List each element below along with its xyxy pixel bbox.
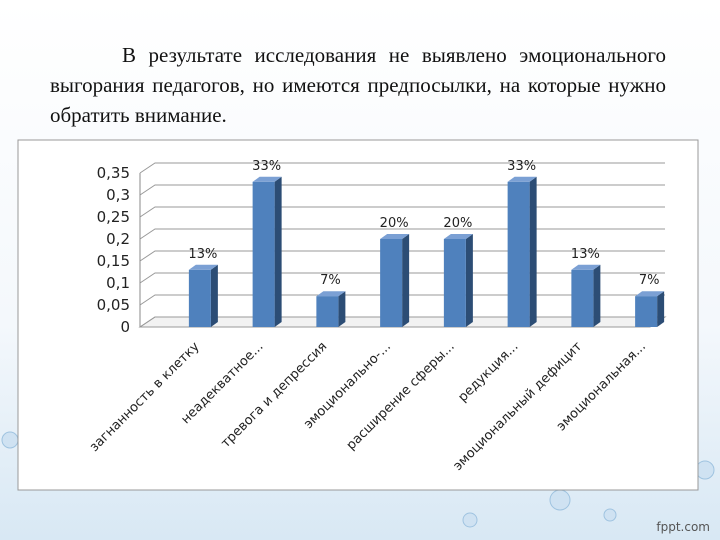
- bar: [316, 291, 346, 327]
- grid-line: [139, 294, 665, 306]
- bar-side: [465, 234, 473, 327]
- y-tick-label: 0,1: [106, 274, 130, 292]
- value-label: 7%: [639, 273, 660, 288]
- bar-side: [402, 234, 410, 327]
- bar-front: [316, 296, 339, 327]
- grid-line: [139, 162, 665, 174]
- bar: [507, 176, 537, 327]
- bar-side: [593, 264, 601, 327]
- bar: [252, 176, 282, 327]
- value-label: 20%: [443, 216, 472, 231]
- value-label: 13%: [571, 247, 600, 262]
- grid-line: [139, 228, 665, 240]
- value-label: 13%: [188, 247, 217, 262]
- bar-top: [316, 291, 346, 297]
- value-label: 33%: [507, 159, 536, 174]
- y-tick-label: 0,25: [97, 208, 130, 226]
- bar-top: [507, 176, 537, 182]
- bar: [635, 291, 665, 327]
- slide-text: В результате исследования не выявлено эм…: [50, 43, 666, 127]
- y-tick-label: 0,05: [97, 296, 130, 314]
- bar-side: [657, 291, 665, 327]
- bar-side: [210, 264, 218, 327]
- value-label: 33%: [252, 159, 281, 174]
- grid-line: [139, 184, 665, 196]
- grid-line: [139, 272, 665, 284]
- bar-top: [252, 176, 282, 182]
- bar-top: [380, 234, 410, 239]
- bar-side: [338, 291, 346, 327]
- watermark: fppt.com: [656, 520, 710, 534]
- bar-top: [443, 234, 473, 239]
- value-label: 20%: [380, 216, 409, 231]
- y-tick-label: 0,3: [106, 186, 130, 204]
- bar-front: [507, 181, 530, 327]
- y-tick-label: 0: [120, 318, 130, 336]
- grid-line: [139, 250, 665, 262]
- y-tick-label: 0,2: [106, 230, 130, 248]
- bar: [443, 234, 473, 327]
- y-tick-label: 0,15: [97, 252, 130, 270]
- bar-side: [274, 176, 282, 327]
- bar: [380, 234, 410, 327]
- y-tick-label: 0,35: [97, 164, 130, 182]
- bar-front: [188, 269, 211, 327]
- bar-top: [188, 264, 218, 270]
- grid-line: [139, 316, 665, 328]
- grid-line: [139, 206, 665, 218]
- bar-front: [380, 239, 403, 327]
- bar-front: [635, 296, 658, 327]
- bar-front: [443, 239, 466, 327]
- bar: [571, 264, 601, 327]
- bar-top: [571, 264, 601, 270]
- bar-side: [529, 176, 537, 327]
- bar-front: [571, 269, 594, 327]
- bar-top: [635, 291, 665, 297]
- value-label: 7%: [320, 273, 341, 288]
- bar: [188, 264, 218, 327]
- bar-front: [252, 181, 275, 327]
